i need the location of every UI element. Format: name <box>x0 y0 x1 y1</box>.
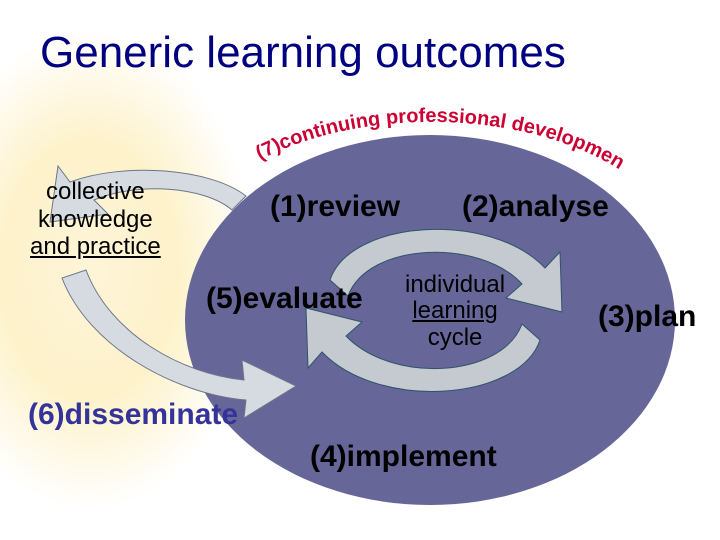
collective-label: collective knowledge and practice <box>30 178 161 261</box>
svg-text:(7)continuing professional dev: (7)continuing professional development <box>0 0 628 174</box>
stage-disseminate: (6)disseminate <box>28 398 238 432</box>
center-line1: individual <box>405 272 505 298</box>
page-title: Generic learning outcomes <box>40 28 566 78</box>
stage-analyse: (2)analyse <box>462 190 609 224</box>
stage-evaluate: (5)evaluate <box>206 282 363 316</box>
stage-implement: (4)implement <box>310 440 497 474</box>
center-line2: learning <box>405 298 505 324</box>
collective-line2: knowledge <box>30 206 161 234</box>
center-line3: cycle <box>405 325 505 351</box>
stage-plan: (3)plan <box>598 300 696 334</box>
collective-line3: and practice <box>30 233 161 261</box>
center-label: individual learning cycle <box>405 272 505 351</box>
collective-line1: collective <box>30 178 161 206</box>
stage-review: (1)review <box>270 190 400 224</box>
